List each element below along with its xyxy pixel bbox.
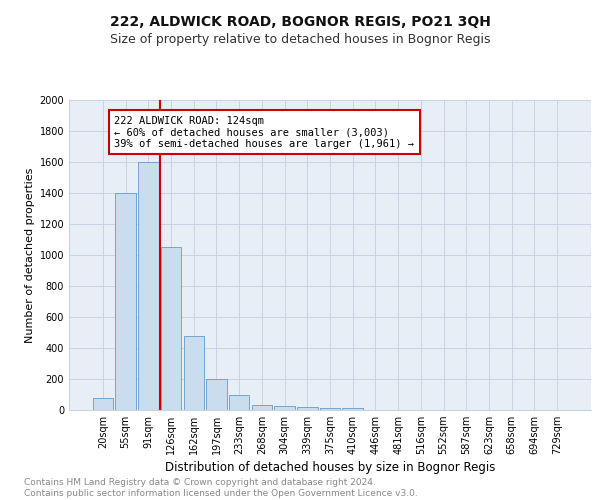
Bar bbox=[161, 247, 181, 410]
Text: Size of property relative to detached houses in Bognor Regis: Size of property relative to detached ho… bbox=[110, 32, 490, 46]
Bar bbox=[297, 407, 317, 410]
Bar bbox=[251, 404, 272, 410]
Bar bbox=[115, 193, 136, 410]
Y-axis label: Number of detached properties: Number of detached properties bbox=[25, 168, 35, 342]
Bar bbox=[229, 394, 250, 410]
Text: Contains HM Land Registry data © Crown copyright and database right 2024.
Contai: Contains HM Land Registry data © Crown c… bbox=[24, 478, 418, 498]
Bar bbox=[343, 408, 363, 410]
Bar bbox=[184, 336, 204, 410]
Text: 222 ALDWICK ROAD: 124sqm
← 60% of detached houses are smaller (3,003)
39% of sem: 222 ALDWICK ROAD: 124sqm ← 60% of detach… bbox=[114, 116, 414, 148]
X-axis label: Distribution of detached houses by size in Bognor Regis: Distribution of detached houses by size … bbox=[165, 462, 495, 474]
Bar bbox=[320, 408, 340, 410]
Bar bbox=[206, 379, 227, 410]
Bar bbox=[138, 162, 158, 410]
Text: 222, ALDWICK ROAD, BOGNOR REGIS, PO21 3QH: 222, ALDWICK ROAD, BOGNOR REGIS, PO21 3Q… bbox=[110, 15, 490, 29]
Bar bbox=[93, 398, 113, 410]
Bar bbox=[274, 406, 295, 410]
